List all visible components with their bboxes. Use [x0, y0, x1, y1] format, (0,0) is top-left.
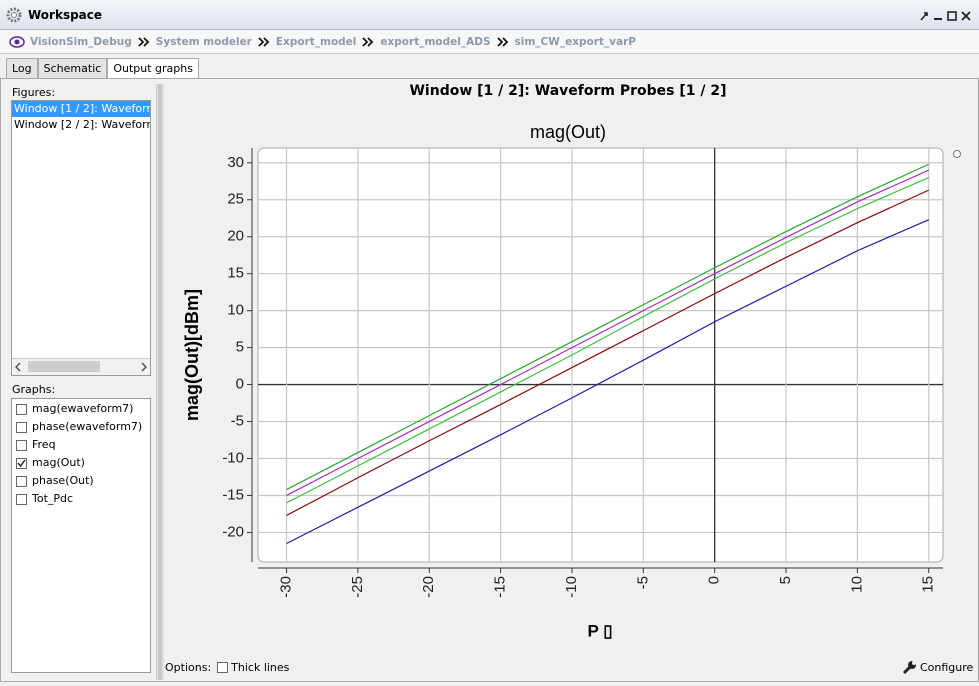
window-title: Workspace — [28, 8, 103, 22]
scroll-arrows[interactable] — [14, 362, 148, 372]
x-tick-label: -5 — [634, 576, 651, 589]
splitter[interactable] — [156, 84, 164, 680]
corner-marker — [953, 150, 961, 158]
x-tick-label: -15 — [492, 576, 509, 598]
graph-label[interactable]: Freq — [32, 438, 56, 451]
graph-label[interactable]: phase(Out) — [32, 474, 94, 487]
series-line — [286, 189, 929, 516]
separator — [258, 36, 270, 47]
figures-label: Figures: — [12, 86, 56, 99]
y-tick-label: 5 — [236, 339, 244, 356]
window-controls[interactable] — [918, 9, 974, 23]
chart: Window [1 / 2]: Waveform Probes [1 / 2] … — [182, 83, 961, 640]
h-scrollbar[interactable] — [12, 358, 150, 375]
options-row: Options: Thick lines — [165, 661, 289, 674]
figure-item[interactable]: Window [1 / 2]: Waveform P — [12, 101, 150, 117]
separator — [362, 36, 374, 47]
gear-icon — [6, 7, 22, 23]
graph-checkbox[interactable] — [16, 421, 27, 433]
graph-label[interactable]: mag(ewaveform7) — [32, 402, 134, 415]
y-tick-label: -15 — [222, 486, 244, 503]
tab-bar: Log Schematic Output graphs — [6, 58, 199, 78]
breadcrumb[interactable]: System modeler — [155, 35, 252, 48]
y-tick-label: 10 — [227, 302, 244, 319]
y-tick-label: -10 — [222, 449, 244, 466]
graph-item[interactable]: phase(Out) — [12, 472, 150, 490]
scroll-thumb[interactable] — [28, 361, 100, 372]
breadcrumb[interactable]: sim_CW_export_varP — [514, 35, 636, 48]
chart-title: mag(Out) — [530, 122, 606, 142]
graph-checkbox[interactable] — [16, 475, 27, 487]
separator — [138, 36, 150, 47]
graph-item[interactable]: mag(Out) — [12, 454, 150, 472]
figures-list: Window [1 / 2]: Waveform PWindow [2 / 2]… — [11, 100, 151, 376]
series-line — [286, 219, 929, 545]
thick-lines-checkbox[interactable] — [217, 662, 229, 673]
series-line — [286, 177, 929, 504]
graph-label[interactable]: phase(ewaveform7) — [32, 420, 143, 433]
x-axis-label: P ▯ — [587, 621, 612, 640]
tab[interactable]: Output graphs — [107, 58, 199, 78]
figure-item[interactable]: Window [2 / 2]: Waveform P — [14, 118, 150, 131]
tab[interactable]: Schematic — [37, 58, 108, 78]
y-tick-label: -20 — [222, 523, 244, 540]
graph-checkbox[interactable] — [16, 403, 27, 415]
thick-lines-label[interactable]: Thick lines — [231, 661, 290, 674]
graph-item[interactable]: Tot_Pdc — [12, 490, 150, 508]
x-tick-label: -25 — [349, 576, 366, 598]
series-line — [286, 169, 929, 496]
graph-checkbox[interactable] — [16, 457, 27, 469]
options-label: Options: — [165, 661, 212, 674]
configure-label[interactable]: Configure — [920, 661, 974, 674]
separator — [496, 36, 508, 47]
y-tick-label: 15 — [227, 265, 244, 282]
graph-label[interactable]: Tot_Pdc — [32, 492, 74, 505]
x-tick-label: 15 — [920, 576, 937, 593]
eye-icon — [9, 36, 25, 48]
breadcrumb-bar: VisionSim_Debug System modeler Export_mode… — [0, 30, 979, 54]
wrench-icon — [902, 661, 916, 675]
y-axis-label: mag(Out)[dBm] — [182, 289, 202, 421]
x-tick-label: 5 — [777, 576, 794, 584]
graph-label[interactable]: mag(Out) — [32, 456, 85, 469]
graphs-label: Graphs: — [12, 383, 56, 396]
graph-checkbox[interactable] — [16, 439, 27, 451]
breadcrumb[interactable]: VisionSim_Debug — [30, 35, 132, 48]
series-line — [286, 163, 929, 491]
x-tick-label: 0 — [706, 576, 723, 584]
x-tick-label: -30 — [278, 576, 295, 598]
graph-item[interactable]: phase(ewaveform7) — [12, 418, 150, 436]
y-tick-label: 25 — [227, 191, 244, 208]
graphs-list: mag(ewaveform7) phase(ewaveform7) Freq mag(… — [11, 398, 151, 673]
y-tick-label: 30 — [227, 154, 244, 171]
x-tick-label: -10 — [563, 576, 580, 598]
breadcrumb[interactable]: Export_model — [275, 35, 357, 48]
y-tick-label: 20 — [227, 228, 244, 245]
tab[interactable]: Log — [6, 58, 38, 78]
figure-heading: Window [1 / 2]: Waveform Probes [1 / 2] — [409, 83, 726, 99]
configure-button[interactable]: Configure — [902, 660, 973, 675]
x-tick-label: -20 — [420, 576, 437, 598]
x-tick-label: 10 — [848, 576, 865, 593]
graph-checkbox[interactable] — [16, 493, 27, 505]
breadcrumb[interactable]: export_model_ADS — [380, 35, 491, 48]
graph-item[interactable]: mag(ewaveform7) — [12, 400, 150, 418]
y-tick-label: -5 — [231, 413, 244, 430]
y-tick-label: 0 — [236, 376, 244, 393]
title-bar: Workspace — [0, 0, 979, 30]
graph-item[interactable]: Freq — [12, 436, 150, 454]
